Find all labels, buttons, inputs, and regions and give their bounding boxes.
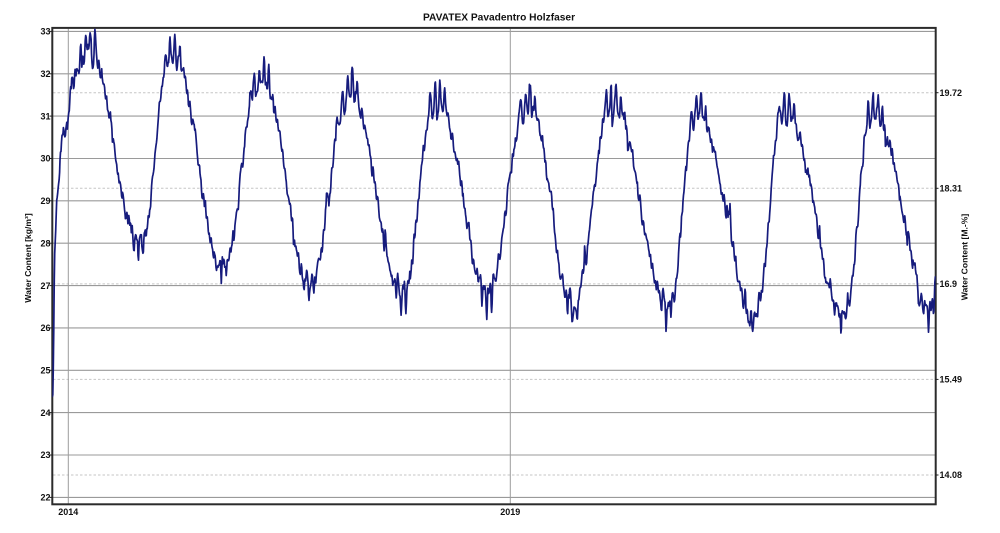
svg-text:26: 26 <box>40 323 50 333</box>
svg-text:22: 22 <box>40 493 50 503</box>
svg-text:24: 24 <box>40 408 50 418</box>
svg-text:19.72: 19.72 <box>940 88 963 98</box>
svg-text:25: 25 <box>40 366 50 376</box>
svg-text:16.9: 16.9 <box>940 279 958 289</box>
svg-text:Water Content [M.-%]: Water Content [M.-%] <box>960 214 970 301</box>
svg-text:2014: 2014 <box>58 507 78 517</box>
svg-text:30: 30 <box>40 154 50 164</box>
svg-text:Water Content [kg/m³]: Water Content [kg/m³] <box>23 213 33 303</box>
svg-text:29: 29 <box>40 196 50 206</box>
svg-text:2019: 2019 <box>500 507 520 517</box>
svg-text:28: 28 <box>40 238 50 248</box>
svg-text:32: 32 <box>40 69 50 79</box>
svg-text:27: 27 <box>40 281 50 291</box>
svg-text:PAVATEX Pavadentro Holzfaser: PAVATEX Pavadentro Holzfaser <box>423 13 575 24</box>
svg-text:14.08: 14.08 <box>940 470 963 480</box>
svg-text:15.49: 15.49 <box>940 375 963 385</box>
svg-text:31: 31 <box>40 111 50 121</box>
svg-text:33: 33 <box>40 27 50 37</box>
svg-text:18.31: 18.31 <box>940 184 963 194</box>
svg-text:23: 23 <box>40 450 50 460</box>
